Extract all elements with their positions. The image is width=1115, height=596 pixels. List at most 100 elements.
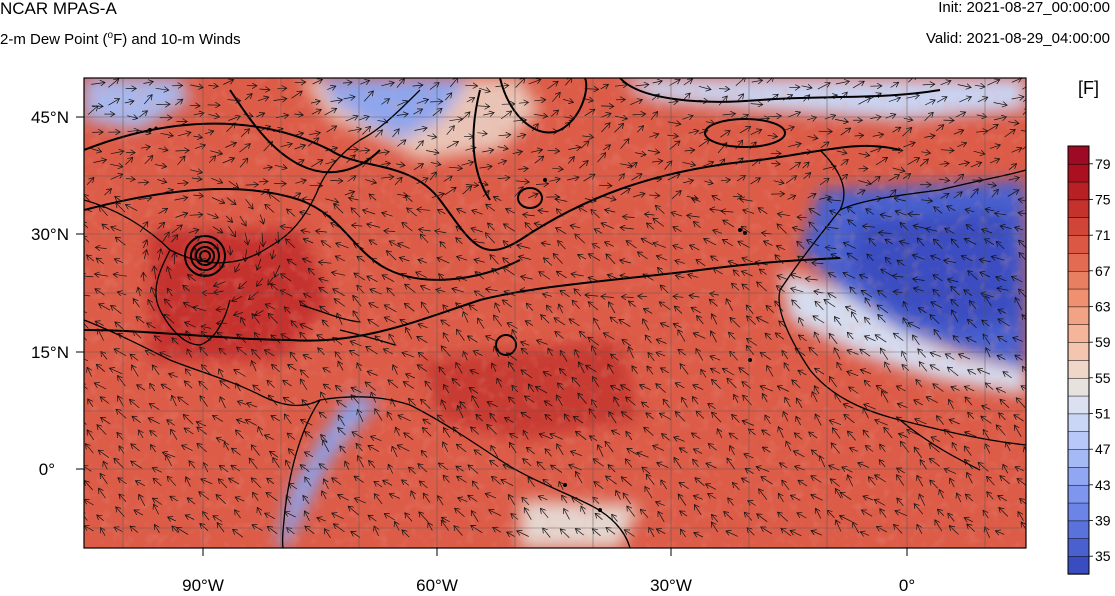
lon-label: 90°W bbox=[182, 576, 224, 595]
wind-arrow bbox=[580, 141, 589, 149]
wind-arrow bbox=[445, 93, 452, 101]
wind-arrow bbox=[485, 233, 495, 244]
wind-arrow bbox=[823, 166, 836, 169]
wind-arrow bbox=[759, 269, 767, 275]
wind-arrow bbox=[477, 182, 488, 185]
wind-arrow bbox=[968, 271, 978, 281]
wind-arrow bbox=[807, 117, 816, 120]
wind-arrow bbox=[515, 181, 530, 182]
wind-arrow bbox=[116, 203, 126, 213]
wind-arrow bbox=[420, 234, 429, 244]
wind-arrow bbox=[138, 130, 151, 133]
wind-arrow bbox=[108, 79, 118, 88]
wind-arrow bbox=[326, 126, 337, 133]
wind-arrow bbox=[175, 213, 188, 218]
wind-arrow bbox=[588, 277, 600, 281]
wind-arrow bbox=[294, 82, 306, 83]
wind-arrow bbox=[503, 267, 515, 276]
wind-arrow bbox=[993, 103, 1008, 106]
wind-arrow bbox=[703, 162, 713, 166]
wind-arrow bbox=[486, 289, 498, 291]
wind-arrow bbox=[474, 259, 485, 262]
wind-arrow bbox=[352, 225, 363, 226]
wind-arrow bbox=[412, 85, 423, 86]
wind-arrow bbox=[503, 258, 512, 266]
wind-arrow bbox=[562, 99, 574, 102]
wind-arrow bbox=[944, 260, 957, 262]
wind-arrow bbox=[682, 93, 690, 101]
wind-arrow bbox=[354, 244, 364, 250]
wind-arrow bbox=[689, 295, 700, 297]
wind-arrow bbox=[575, 234, 586, 244]
wind-arrow bbox=[532, 124, 538, 132]
wind-arrow bbox=[127, 130, 139, 132]
wind-arrow bbox=[367, 276, 378, 283]
wind-arrow bbox=[791, 288, 804, 292]
wind-arrow bbox=[413, 109, 422, 115]
wind-arrow bbox=[953, 192, 963, 199]
wind-arrow bbox=[635, 153, 646, 155]
wind-arrow bbox=[723, 220, 735, 228]
wind-arrow bbox=[673, 296, 684, 297]
wind-arrow bbox=[1004, 129, 1016, 138]
wind-arrow bbox=[479, 88, 490, 91]
lat-label: 45°N bbox=[31, 108, 69, 127]
wind-arrow bbox=[258, 126, 271, 132]
wind-arrow bbox=[108, 99, 119, 106]
wind-arrow bbox=[614, 123, 623, 133]
lon-label: 60°W bbox=[416, 576, 458, 595]
wind-arrow bbox=[111, 305, 122, 314]
wind-arrow bbox=[848, 220, 857, 227]
wind-arrow bbox=[673, 227, 682, 232]
island-dot bbox=[148, 128, 152, 132]
wind-arrow bbox=[614, 85, 627, 87]
wind-arrow bbox=[770, 163, 780, 164]
wind-arrow bbox=[940, 193, 949, 199]
wind-arrow bbox=[543, 294, 552, 296]
wind-arrow bbox=[138, 287, 140, 297]
wind-arrow bbox=[561, 122, 570, 131]
wind-arrow bbox=[144, 156, 153, 165]
wind-arrow bbox=[646, 223, 655, 230]
wind-arrow bbox=[552, 168, 563, 169]
wind-arrow bbox=[667, 135, 678, 136]
wind-arrow bbox=[638, 296, 648, 297]
wind-arrow bbox=[807, 240, 820, 247]
wind-arrow bbox=[777, 224, 787, 234]
wind-arrow bbox=[209, 151, 223, 154]
wind-arrow bbox=[208, 85, 218, 86]
wind-arrow bbox=[347, 176, 356, 182]
wind-arrow bbox=[647, 150, 660, 152]
wind-arrow bbox=[535, 184, 549, 185]
wind-arrow bbox=[155, 165, 167, 167]
wind-arrow bbox=[635, 84, 649, 86]
wind-arrow bbox=[358, 150, 370, 151]
wind-arrow bbox=[188, 275, 196, 282]
wind-arrow bbox=[220, 259, 226, 269]
wind-arrow bbox=[658, 267, 665, 276]
colorbar-label: 79 bbox=[1095, 156, 1111, 172]
wind-arrow bbox=[835, 81, 850, 84]
wind-arrow bbox=[227, 100, 241, 101]
wind-arrow bbox=[435, 231, 447, 233]
wind-arrow bbox=[696, 260, 706, 266]
wind-arrow bbox=[878, 233, 892, 234]
wind-arrow bbox=[921, 152, 930, 153]
colorbar-label: 59 bbox=[1095, 334, 1111, 350]
wind-arrow bbox=[502, 300, 513, 308]
wind-arrow bbox=[872, 134, 884, 136]
wind-arrow bbox=[538, 210, 549, 212]
wind-arrow bbox=[907, 158, 920, 165]
wind-arrow bbox=[631, 174, 642, 181]
wind-arrow bbox=[245, 198, 254, 209]
wind-arrow bbox=[852, 81, 864, 89]
wind-arrow bbox=[815, 301, 824, 311]
wind-arrow bbox=[618, 174, 625, 181]
wind-arrow bbox=[503, 241, 512, 249]
wind-arrow bbox=[512, 151, 523, 153]
wind-arrow bbox=[885, 114, 896, 118]
wind-arrow bbox=[125, 157, 132, 165]
wind-arrow bbox=[471, 241, 485, 243]
wind-arrow bbox=[933, 239, 943, 249]
wind-arrow bbox=[957, 143, 966, 147]
